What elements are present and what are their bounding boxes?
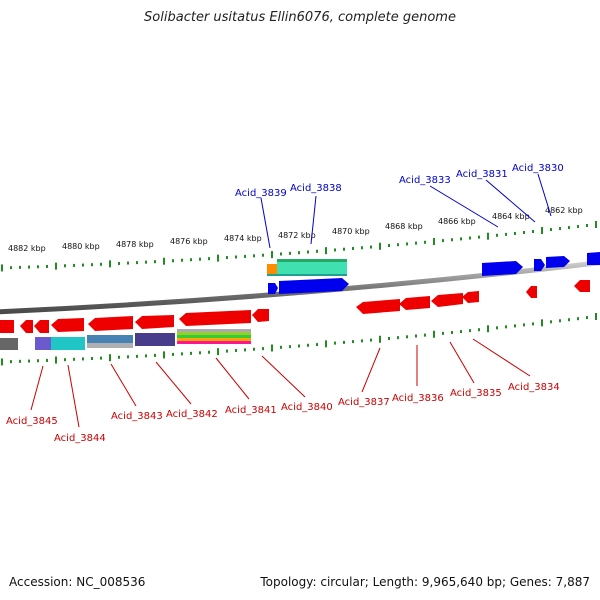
leader-line <box>429 185 499 228</box>
gene-arrow[interactable] <box>462 291 479 303</box>
scale-ticks-lower <box>1 312 597 366</box>
leader-line <box>261 355 306 398</box>
gene-arrow[interactable] <box>20 320 33 333</box>
gene-label[interactable]: Acid_3837 <box>338 397 390 408</box>
kbp-label: 4866 kbp <box>438 217 476 226</box>
gene-label[interactable]: Acid_3831 <box>456 169 508 180</box>
domain-bar <box>177 338 251 341</box>
gene-arrow[interactable] <box>431 293 463 307</box>
kbp-label: 4880 kbp <box>62 242 100 251</box>
leader-line <box>449 341 475 384</box>
gene-arrow[interactable] <box>482 261 523 276</box>
gene-arrow[interactable] <box>356 299 400 314</box>
domain-bar <box>87 343 133 348</box>
leader-line <box>67 364 80 428</box>
kbp-label: 4874 kbp <box>224 234 262 243</box>
leader-line <box>310 195 317 245</box>
gene-arrow[interactable] <box>179 310 251 326</box>
leader-line <box>537 173 552 217</box>
domain-bar <box>87 335 133 343</box>
leader-line <box>110 363 137 407</box>
gene-label[interactable]: Acid_3834 <box>508 382 560 393</box>
kbp-labels: 4882 kbp 4880 kbp 4878 kbp 4876 kbp 4874… <box>8 206 583 253</box>
gene-arrow[interactable] <box>534 259 545 271</box>
domain-bar <box>177 332 251 335</box>
gene-arrow[interactable] <box>51 318 84 332</box>
genome-title: Solibacter usitatus Ellin6076, complete … <box>144 10 456 25</box>
leader-line <box>260 197 271 249</box>
gene-label[interactable]: Acid_3840 <box>281 402 333 413</box>
domain-bar <box>177 329 251 332</box>
gene-label[interactable]: Acid_3839 <box>235 188 287 199</box>
forward-gene-labels: Acid_3839 Acid_3838 Acid_3833 Acid_3831 … <box>235 163 564 249</box>
gene-arrow[interactable] <box>574 280 590 292</box>
reverse-strand-features <box>0 280 590 350</box>
leader-line <box>472 338 531 377</box>
gene-label[interactable]: Acid_3833 <box>399 175 451 186</box>
gene-label[interactable]: Acid_3842 <box>166 409 218 420</box>
gene-label[interactable]: Acid_3838 <box>290 183 342 194</box>
gene-label[interactable]: Acid_3841 <box>225 405 277 416</box>
domain-bar <box>51 337 85 350</box>
scale-ticks-upper <box>1 220 597 272</box>
forward-strand-features <box>267 252 600 294</box>
gene-arrow[interactable] <box>135 315 174 329</box>
gene-label[interactable]: Acid_3835 <box>450 388 502 399</box>
gene-arrow[interactable] <box>88 316 133 331</box>
reverse-gene-labels: Acid_3845 Acid_3844 Acid_3843 Acid_3842 … <box>6 338 560 444</box>
domain-bar <box>177 335 251 338</box>
kbp-label: 4876 kbp <box>170 237 208 246</box>
gene-arrow[interactable] <box>268 283 278 294</box>
kbp-label: 4878 kbp <box>116 240 154 249</box>
gene-label[interactable]: Acid_3844 <box>54 433 106 444</box>
gene-feature[interactable] <box>267 264 277 276</box>
gene-arrow[interactable] <box>252 309 269 322</box>
kbp-label: 4870 kbp <box>332 227 370 236</box>
gene-label[interactable]: Acid_3836 <box>392 393 444 404</box>
gene-label[interactable]: Acid_3845 <box>6 416 58 427</box>
gene-arrow[interactable] <box>587 252 600 265</box>
leader-line <box>361 347 381 393</box>
kbp-label: 4882 kbp <box>8 244 46 253</box>
domain-bar <box>0 338 18 350</box>
domain-bar <box>177 341 251 344</box>
kbp-label: 4864 kbp <box>492 212 530 221</box>
gene-arrow[interactable] <box>34 320 49 333</box>
kbp-label: 4868 kbp <box>385 222 423 231</box>
kbp-label: 4872 kbp <box>278 231 316 240</box>
genome-summary-text: Topology: circular; Length: 9,965,640 bp… <box>260 575 590 589</box>
domain-bar <box>135 333 175 346</box>
accession-text: Accession: NC_008536 <box>9 575 146 589</box>
gene-feature[interactable] <box>267 274 347 276</box>
gene-label[interactable]: Acid_3843 <box>111 411 163 422</box>
gene-arrow[interactable] <box>279 278 349 294</box>
gene-feature[interactable] <box>277 259 347 262</box>
gene-arrow[interactable] <box>399 296 430 310</box>
gene-feature[interactable] <box>277 262 347 274</box>
leader-line <box>155 361 192 405</box>
leader-line <box>215 357 250 400</box>
leader-line <box>30 365 44 411</box>
gene-label[interactable]: Acid_3830 <box>512 163 564 174</box>
domain-bar <box>35 337 51 350</box>
gene-arrow[interactable] <box>546 256 570 268</box>
leader-line <box>485 179 536 223</box>
gene-arrow[interactable] <box>0 320 14 333</box>
gene-arrow[interactable] <box>526 286 537 298</box>
kbp-label: 4862 kbp <box>545 206 583 215</box>
